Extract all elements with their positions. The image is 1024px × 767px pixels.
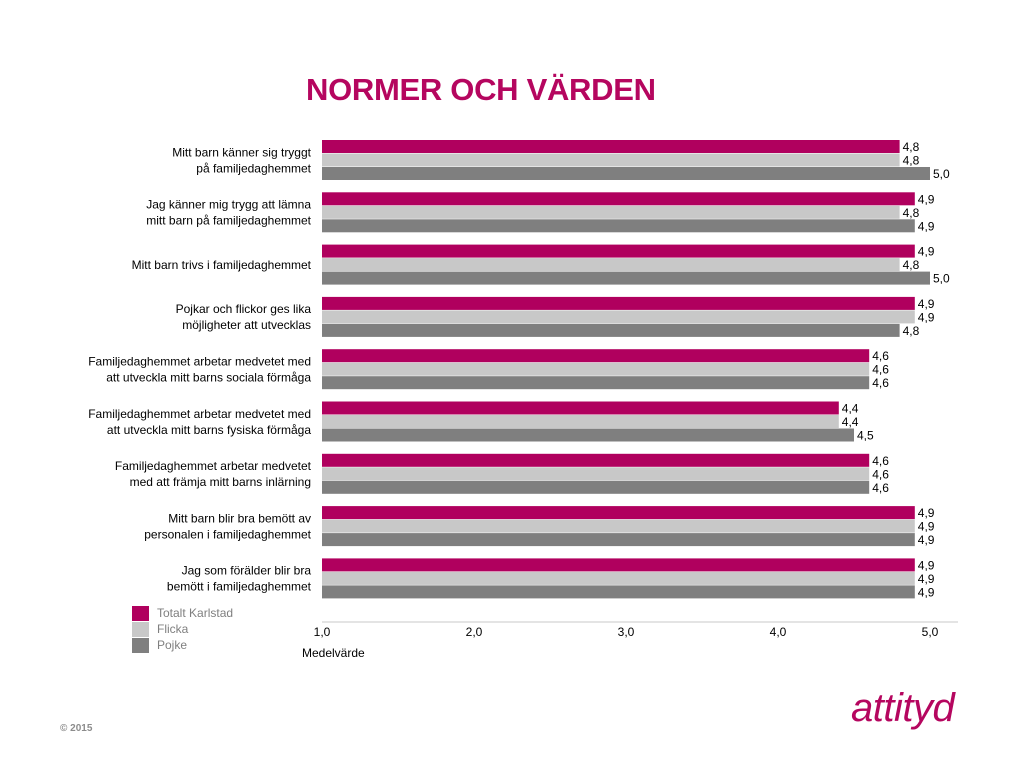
bar-flicka: [322, 571, 915, 585]
category-label: att utveckla mitt barns fysiska förmåga: [107, 423, 311, 437]
bar-pojke: [322, 480, 870, 494]
bar-value-label: 4,8: [903, 154, 920, 168]
x-tick-label: 1,0: [314, 625, 331, 639]
copyright-text: © 2015: [60, 723, 93, 734]
category-label: att utveckla mitt barns sociala förmåga: [106, 370, 311, 384]
bar-flicka: [322, 258, 900, 272]
bar-value-label: 4,9: [918, 506, 935, 520]
bar-value-label: 4,6: [872, 481, 889, 495]
bar-pojke: [322, 219, 915, 233]
bar-value-label: 4,8: [903, 324, 920, 338]
legend-label: Pojke: [157, 638, 188, 652]
bar-value-label: 4,9: [918, 219, 935, 233]
legend-swatch: [132, 637, 149, 653]
x-axis-title: Medelvärde: [302, 646, 365, 660]
bar-value-label: 4,9: [918, 585, 935, 599]
bar-totalt-karlstad: [322, 244, 915, 258]
bar-value-label: 4,6: [872, 349, 889, 363]
x-tick-label: 4,0: [770, 625, 787, 639]
category-label: bemött i familjedaghemmet: [167, 580, 312, 594]
bar-totalt-karlstad: [322, 453, 870, 467]
bar-totalt-karlstad: [322, 140, 900, 153]
bar-totalt-karlstad: [322, 192, 915, 206]
bar-value-label: 4,5: [857, 429, 874, 443]
bar-value-label: 4,9: [918, 245, 935, 259]
bar-totalt-karlstad: [322, 506, 915, 520]
bar-value-label: 4,9: [918, 297, 935, 311]
bar-value-label: 4,9: [918, 520, 935, 534]
category-label: på familjedaghemmet: [196, 161, 311, 175]
bar-flicka: [322, 310, 915, 324]
bar-value-label: 4,9: [918, 533, 935, 547]
bar-value-label: 4,6: [872, 376, 889, 390]
bar-pojke: [322, 428, 854, 442]
legend-swatch: [132, 605, 149, 621]
category-label: möjligheter att utvecklas: [182, 318, 311, 332]
category-label: Pojkar och flickor ges lika: [176, 302, 312, 316]
category-label: personalen i familjedaghemmet: [144, 527, 311, 541]
bar-value-label: 4,6: [872, 467, 889, 481]
bar-value-label: 5,0: [933, 167, 950, 181]
category-label: Familjedaghemmet arbetar medvetet: [115, 459, 312, 473]
bar-totalt-karlstad: [322, 558, 915, 572]
bar-pojke: [322, 167, 930, 180]
bar-value-label: 4,8: [903, 140, 920, 154]
chart-legend: Totalt Karlstad Flicka Pojke: [132, 605, 233, 653]
bar-pojke: [322, 271, 930, 285]
page-title: NORMER OCH VÄRDEN: [306, 72, 656, 107]
bar-value-label: 4,4: [842, 402, 859, 416]
legend-swatch: [132, 621, 149, 637]
bar-totalt-karlstad: [322, 349, 870, 363]
x-tick-label: 5,0: [922, 625, 939, 639]
bar-pojke: [322, 323, 900, 337]
category-label: Familjedaghemmet arbetar medvetet med: [88, 407, 311, 421]
legend-label: Totalt Karlstad: [157, 606, 234, 620]
legend-item: Flicka: [132, 621, 233, 637]
bar-value-label: 4,6: [872, 454, 889, 468]
legend-item: Totalt Karlstad: [132, 605, 233, 621]
bar-value-label: 4,9: [918, 572, 935, 586]
bar-value-label: 4,8: [903, 206, 920, 220]
bar-flicka: [322, 362, 870, 376]
category-label: Mitt barn blir bra bemött av: [168, 511, 311, 525]
category-label: Familjedaghemmet arbetar medvetet med: [88, 354, 311, 368]
bar-pojke: [322, 376, 870, 390]
bar-value-label: 5,0: [933, 272, 950, 286]
bar-flicka: [322, 467, 870, 481]
legend-item: Pojke: [132, 637, 233, 653]
category-label: Mitt barn känner sig tryggt: [172, 145, 311, 159]
bar-totalt-karlstad: [322, 401, 839, 415]
category-label: Jag som förälder blir bra: [182, 564, 312, 578]
x-tick-label: 2,0: [466, 625, 483, 639]
bar-value-label: 4,9: [918, 310, 935, 324]
bar-totalt-karlstad: [322, 296, 915, 310]
brand-logo: attityd: [851, 686, 955, 730]
x-tick-label: 3,0: [618, 625, 635, 639]
bar-pojke: [322, 533, 915, 547]
bar-value-label: 4,9: [918, 192, 935, 206]
bar-flicka: [322, 415, 839, 428]
category-label: Jag känner mig trygg att lämna: [146, 198, 311, 212]
bar-flicka: [322, 519, 915, 533]
legend-label: Flicka: [157, 622, 189, 636]
category-label: Mitt barn trivs i familjedaghemmet: [132, 258, 312, 272]
bar-flicka: [322, 153, 900, 167]
category-label: mitt barn på familjedaghemmet: [146, 214, 311, 228]
bar-value-label: 4,8: [903, 258, 920, 272]
bar-pojke: [322, 585, 915, 599]
bar-value-label: 4,6: [872, 363, 889, 377]
bar-value-label: 4,9: [918, 558, 935, 572]
bar-value-label: 4,4: [842, 415, 859, 429]
category-label: med att främja mitt barns inlärning: [130, 475, 311, 489]
bar-flicka: [322, 205, 900, 219]
